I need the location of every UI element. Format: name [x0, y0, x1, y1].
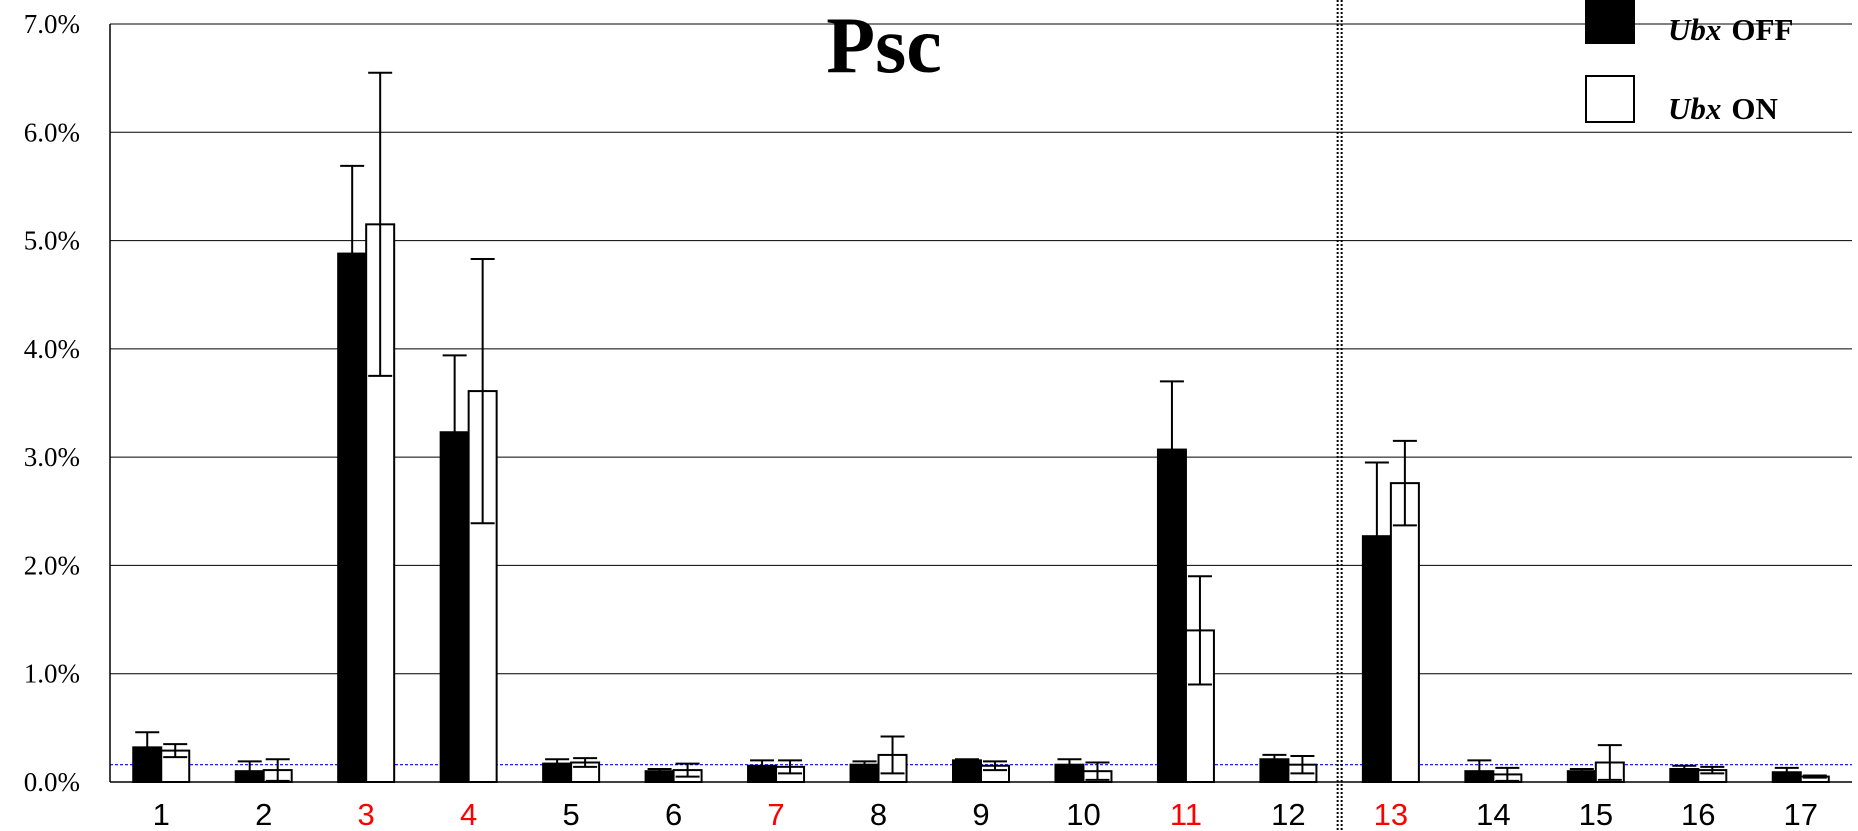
x-tick-label: 15: [1579, 797, 1613, 831]
x-tick-label: 8: [870, 797, 887, 831]
y-tick-label: 2.0%: [24, 550, 80, 580]
y-tick-label: 3.0%: [24, 442, 80, 472]
gridlines: [110, 23, 1852, 783]
y-tick-label: 1.0%: [24, 659, 80, 689]
y-tick-label: 6.0%: [24, 117, 80, 147]
axes: [109, 0, 1852, 831]
x-tick-label: 16: [1681, 797, 1715, 831]
x-axis-ticks: 1 2 3 4 5 6 7 8 9 10 11 12 13 14 15 16 17: [153, 797, 1818, 831]
x-tick-label: 5: [562, 797, 579, 831]
bar-ubx-on: [1389, 482, 1420, 783]
x-tick-label: 7: [767, 797, 784, 831]
x-tick-label: 11: [1170, 797, 1202, 831]
chart-title: Psc: [826, 2, 942, 90]
y-tick-label: 7.0%: [24, 9, 80, 39]
y-axis-ticks: 0.0% 1.0% 2.0% 3.0% 4.0% 5.0% 6.0% 7.0%: [24, 9, 80, 797]
x-tick-label: 9: [972, 797, 989, 831]
x-tick-label: 14: [1476, 797, 1510, 831]
bar-ubx-off: [952, 759, 982, 783]
legend-swatch-off: [1585, 0, 1635, 44]
legend-swatch-on: [1585, 75, 1635, 123]
x-tick-label: 1: [153, 797, 170, 831]
x-tick-label: 2: [255, 797, 272, 831]
x-tick-label: 13: [1374, 797, 1408, 831]
x-tick-label: 10: [1066, 797, 1100, 831]
y-tick-label: 5.0%: [24, 226, 80, 256]
legend-label-off: Ubx OFF: [1668, 12, 1793, 47]
bars: [132, 223, 1830, 784]
y-tick-label: 0.0%: [24, 767, 80, 797]
x-tick-label: 3: [358, 797, 375, 831]
x-tick-label: 12: [1271, 797, 1305, 831]
error-bars: [135, 71, 1827, 782]
x-tick-label: 4: [460, 797, 477, 831]
legend: Ubx OFF Ubx ON: [1585, 0, 1793, 126]
x-tick-label: 17: [1784, 797, 1818, 831]
y-tick-label: 4.0%: [24, 334, 80, 364]
x-tick-label: 6: [665, 797, 682, 831]
legend-label-on: Ubx ON: [1668, 91, 1778, 126]
